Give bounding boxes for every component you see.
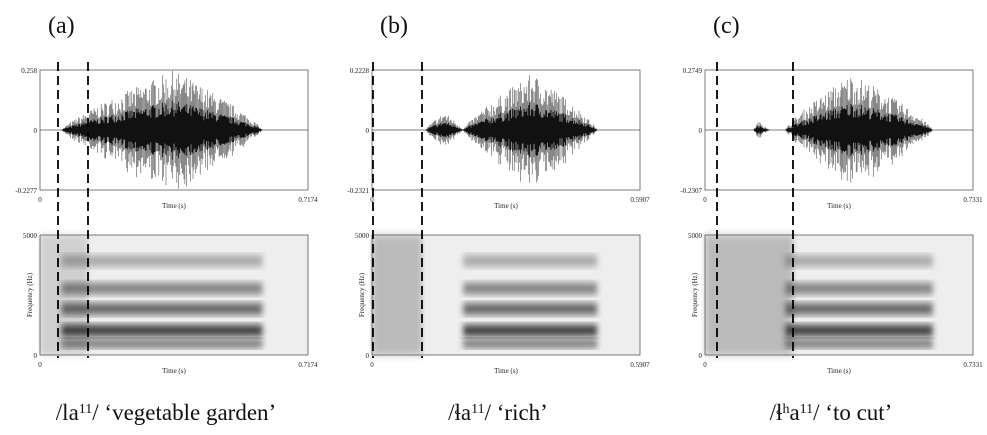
spectrogram-frame [39, 234, 309, 356]
y-axis-label: Frequency (Hz) [691, 272, 699, 317]
spectrogram [372, 235, 640, 355]
formant-band [61, 283, 263, 294]
panel-label: (c) [713, 13, 740, 39]
caption: /ɬa11/ ‘rich’ [448, 400, 548, 425]
noise [372, 235, 422, 355]
formant-band [463, 325, 598, 336]
spectrogram [705, 235, 973, 355]
caption-part: /la [56, 400, 79, 425]
x-axis-label: Time (s) [162, 202, 186, 210]
y-top-label: 0.2749 [683, 67, 703, 75]
spectrogram-frame [371, 234, 641, 356]
y-mid-label: 0 [366, 127, 370, 135]
x-start-label: 0 [703, 196, 707, 204]
y-top-label: 5000 [23, 232, 38, 240]
caption-part: / ‘to cut’ [813, 400, 892, 425]
y-mid-label: 0 [699, 127, 703, 135]
x-axis-label: Time (s) [494, 202, 518, 210]
formant-band [463, 339, 598, 348]
formant-band [61, 255, 263, 267]
noise [40, 235, 88, 355]
x-end-label: 0.5907 [630, 361, 650, 369]
x-start-label: 0 [370, 361, 374, 369]
x-start-label: 0 [38, 196, 42, 204]
x-end-label: 0.7174 [298, 196, 318, 204]
x-axis-label: Time (s) [827, 367, 851, 375]
formant-band [785, 255, 933, 267]
y-bottom-label: -0.2321 [347, 187, 369, 195]
y-top-label: 5000 [688, 232, 703, 240]
y-top-label: 5000 [355, 232, 370, 240]
x-start-label: 0 [370, 196, 374, 204]
waveform-core [753, 104, 933, 156]
waveform-core [425, 102, 598, 158]
noise [705, 235, 793, 355]
formant-band [463, 283, 598, 294]
y-bottom-label: 0 [34, 352, 38, 360]
y-axis-label: Frequency (Hz) [26, 272, 34, 317]
caption-superscript: h [782, 402, 789, 417]
formant-band [61, 339, 263, 348]
y-bottom-label: -0.2307 [680, 187, 702, 195]
y-bottom-label: 0 [366, 352, 370, 360]
x-start-label: 0 [703, 361, 707, 369]
x-end-label: 0.7331 [963, 361, 983, 369]
caption-superscript: 11 [471, 402, 484, 417]
y-axis-label: Frequency (Hz) [358, 272, 366, 317]
y-bottom-label: 0 [699, 352, 703, 360]
waveform-core [61, 100, 263, 160]
x-end-label: 0.5907 [630, 196, 650, 204]
caption-part: /ɬa [448, 400, 471, 425]
caption-part: /ɬ [770, 400, 783, 425]
formant-band [785, 325, 933, 336]
caption-part: / ‘rich’ [485, 400, 548, 425]
caption-superscript: 11 [800, 402, 813, 417]
y-top-label: 0.2228 [350, 67, 370, 75]
caption: /la11/ ‘vegetable garden’ [56, 400, 276, 425]
formant-band [785, 339, 933, 348]
formant-band [61, 325, 263, 336]
caption-part: / ‘vegetable garden’ [92, 400, 276, 425]
x-end-label: 0.7331 [963, 196, 983, 204]
x-axis-label: Time (s) [827, 202, 851, 210]
y-mid-label: 0 [34, 127, 38, 135]
x-start-label: 0 [38, 361, 42, 369]
caption-part: a [789, 400, 799, 425]
panel-label: (a) [48, 13, 75, 39]
y-top-label: 0.258 [21, 67, 37, 75]
formant-band [785, 303, 933, 315]
formant-band [785, 283, 933, 294]
panel-label: (b) [380, 13, 408, 39]
caption-superscript: 11 [79, 402, 92, 417]
formant-band [463, 303, 598, 315]
formant-band [463, 255, 598, 267]
x-axis-label: Time (s) [162, 367, 186, 375]
formant-band [61, 303, 263, 315]
y-bottom-label: -0.2277 [15, 187, 37, 195]
x-end-label: 0.7174 [298, 361, 318, 369]
spectrogram-frame [704, 234, 974, 356]
x-axis-label: Time (s) [494, 367, 518, 375]
spectrogram [40, 235, 308, 355]
caption: /ɬha11/ ‘to cut’ [770, 400, 893, 425]
